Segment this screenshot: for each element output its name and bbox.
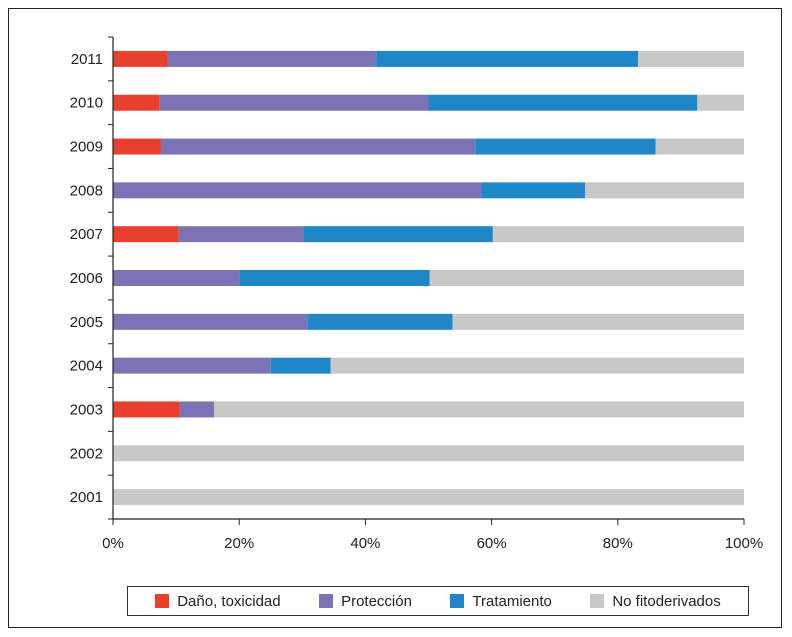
y-tick-label: 2005 xyxy=(70,314,103,331)
legend-label: No fitoderivados xyxy=(612,592,721,610)
legend-label: Protección xyxy=(341,592,412,610)
bar-segment-2004-series-1 xyxy=(113,357,271,374)
bar-segment-2010-series-1 xyxy=(159,94,429,111)
y-tick-label: 2004 xyxy=(70,358,103,375)
bar-segment-2005-series-2 xyxy=(307,313,453,330)
bar-segment-2011-series-1 xyxy=(167,50,377,67)
legend-label: Daño, toxicidad xyxy=(177,592,281,610)
bar-segment-2005-series-3 xyxy=(452,313,744,330)
bar-segment-2009-series-0 xyxy=(113,138,161,155)
bar-segment-2007-series-1 xyxy=(178,226,304,243)
legend-item: Daño, toxicidad xyxy=(155,592,281,610)
bar-segment-2007-series-2 xyxy=(303,226,493,243)
bar-segment-2004-series-3 xyxy=(330,357,744,374)
legend-swatch xyxy=(590,594,605,608)
legend-item: Tratamiento xyxy=(450,592,552,610)
legend-label: Tratamiento xyxy=(472,592,552,610)
bar-segment-2009-series-3 xyxy=(655,138,744,155)
bar-segment-2006-series-3 xyxy=(429,270,744,286)
bar-segment-2002-series-3 xyxy=(113,445,744,462)
bar-segment-2008-series-3 xyxy=(584,182,744,199)
bar-segment-2003-series-0 xyxy=(113,401,180,418)
bar-segment-2008-series-2 xyxy=(481,182,585,199)
y-tick-label: 2007 xyxy=(70,226,103,243)
legend-item: No fitoderivados xyxy=(590,592,721,610)
x-tick-label: 60% xyxy=(477,535,507,552)
bar-segment-2001-series-3 xyxy=(113,489,744,506)
y-tick-label: 2001 xyxy=(70,489,103,506)
y-tick-label: 2010 xyxy=(70,95,103,112)
bar-segment-2007-series-3 xyxy=(492,226,744,243)
x-tick-label: 40% xyxy=(350,535,380,552)
bar-segment-2009-series-2 xyxy=(475,138,656,155)
stacked-bar-chart: 2011 2010 2009 2008 2007 2006 2005 2004 2003 2002… xyxy=(70,36,763,552)
y-tick-label: 2006 xyxy=(70,270,103,287)
bar-segment-2006-series-1 xyxy=(113,270,240,286)
bar-segment-2003-series-1 xyxy=(179,401,214,418)
bar-segment-2010-series-0 xyxy=(113,94,160,111)
legend-item: Protección xyxy=(319,593,412,610)
x-tick-label: 20% xyxy=(224,535,254,552)
legend-swatch xyxy=(450,594,465,608)
bar-segment-2004-series-2 xyxy=(270,357,331,374)
y-tick-label: 2002 xyxy=(70,445,103,462)
y-tick-label: 2011 xyxy=(71,51,103,68)
legend: Daño, toxicidad Protección Tratamiento No f… xyxy=(127,586,749,616)
bar-segment-2010-series-3 xyxy=(697,94,744,111)
x-tick-label: 0% xyxy=(102,535,124,552)
legend-swatch xyxy=(319,594,334,608)
x-tick-label: 80% xyxy=(603,535,633,552)
y-tick-label: 2003 xyxy=(70,401,103,418)
bar-segment-2006-series-2 xyxy=(239,270,430,286)
chart-frame: 2011 2010 2009 2008 2007 2006 2005 2004 2003 2002… xyxy=(8,8,782,628)
bar-segment-2003-series-3 xyxy=(213,401,744,418)
bar-segment-2005-series-1 xyxy=(113,313,308,330)
y-tick-label: 2008 xyxy=(70,182,103,199)
legend-swatch xyxy=(155,594,170,608)
bar-segment-2011-series-0 xyxy=(113,50,168,67)
bar-segment-2008-series-1 xyxy=(113,182,482,199)
bar-segment-2009-series-1 xyxy=(160,138,476,155)
bar-segment-2011-series-3 xyxy=(637,50,744,67)
y-tick-label: 2009 xyxy=(70,139,103,156)
bar-segment-2010-series-2 xyxy=(428,94,698,111)
bar-segment-2007-series-0 xyxy=(113,226,179,243)
x-tick-label: 100% xyxy=(725,535,763,552)
bar-segment-2011-series-2 xyxy=(376,50,638,67)
